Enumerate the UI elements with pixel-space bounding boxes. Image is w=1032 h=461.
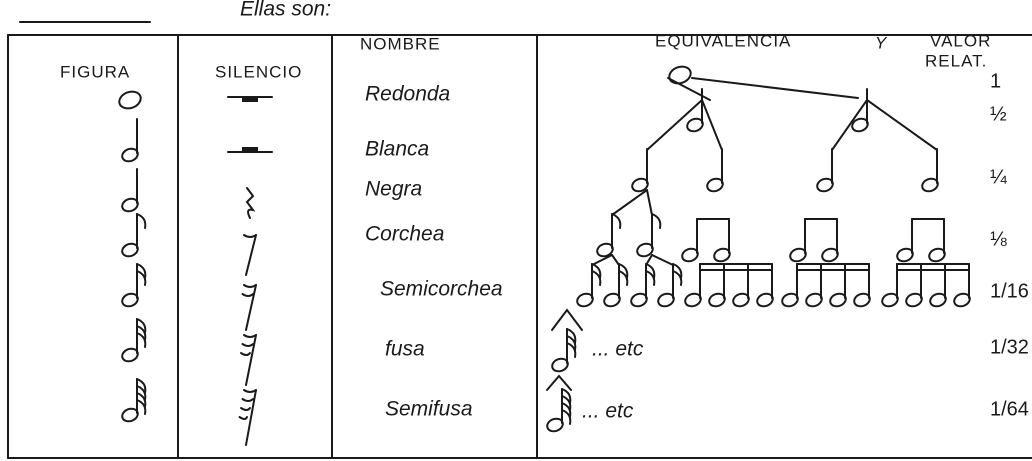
note-name: Semicorchea <box>380 278 503 301</box>
col-header: VALOR <box>930 31 991 50</box>
rest <box>243 284 257 288</box>
tree-line <box>646 99 703 151</box>
flag <box>591 270 602 286</box>
flag <box>561 402 572 418</box>
rest <box>243 389 257 393</box>
flag <box>672 263 683 279</box>
rest <box>241 293 254 297</box>
table-frame <box>7 21 1032 459</box>
rest <box>241 343 254 347</box>
etc: ... etc <box>592 338 644 361</box>
flag <box>645 263 656 279</box>
rest <box>242 147 258 152</box>
music-notation <box>118 65 971 446</box>
flag <box>136 270 147 286</box>
tree-line <box>646 189 653 216</box>
rest <box>240 352 251 356</box>
rest <box>243 334 257 338</box>
relative-value: ½ <box>990 103 1007 125</box>
flag <box>618 263 629 279</box>
relative-value: 1/16 <box>990 280 1029 302</box>
relative-value: ¼ <box>990 166 1007 188</box>
note-name: fusa <box>385 338 425 361</box>
flag <box>561 388 572 404</box>
rest <box>240 407 251 411</box>
flag <box>136 385 147 401</box>
rest <box>245 334 257 386</box>
rest <box>242 97 258 102</box>
bracket <box>551 308 583 331</box>
rest <box>245 284 257 331</box>
rest <box>243 234 257 238</box>
flag <box>136 332 147 348</box>
etc: ... etc <box>582 400 634 423</box>
tree-line <box>691 77 859 99</box>
col-header: Y <box>875 33 888 52</box>
flag <box>566 335 577 351</box>
tree-line <box>831 99 868 151</box>
note-name: Blanca <box>365 138 429 161</box>
col-header: RELAT. <box>925 51 987 70</box>
flag <box>618 270 629 286</box>
col-header: SILENCIO <box>215 62 302 81</box>
rest <box>245 187 256 219</box>
rest <box>238 416 248 420</box>
flag <box>651 213 662 229</box>
flag <box>672 270 683 286</box>
relative-value: 1 <box>990 70 1001 92</box>
flag <box>645 270 656 286</box>
flag <box>566 342 577 358</box>
flag <box>136 213 147 229</box>
note-name: Redonda <box>365 83 450 106</box>
flag <box>136 325 147 341</box>
rest <box>245 234 257 276</box>
flag <box>561 409 572 425</box>
tree-line <box>645 254 653 266</box>
flag <box>136 263 147 279</box>
rest <box>241 398 254 402</box>
col-header: NOMBRE <box>360 34 441 53</box>
flag <box>136 318 147 334</box>
tree-line <box>866 99 938 151</box>
note-name: Corchea <box>365 223 444 246</box>
flag <box>136 392 147 408</box>
tree-line <box>667 77 711 101</box>
flag <box>611 213 622 229</box>
tree-line <box>591 254 613 266</box>
col-header: EQUIVALENCIA <box>655 31 791 50</box>
relative-value: 1/64 <box>990 398 1029 420</box>
note-name: Negra <box>365 178 422 201</box>
tree-line <box>651 254 674 266</box>
tree-line <box>611 189 648 216</box>
col-header: FIGURA <box>60 62 130 81</box>
tree-line <box>701 99 723 151</box>
relative-value: ⅛ <box>990 228 1007 250</box>
flag <box>136 399 147 415</box>
note-head <box>118 90 142 110</box>
bracket <box>546 374 572 391</box>
note-head <box>668 65 692 85</box>
flag <box>561 395 572 411</box>
flag <box>566 328 577 344</box>
note-name: Semifusa <box>385 398 473 421</box>
header-title: Ellas son: <box>240 0 331 21</box>
rest <box>245 389 257 446</box>
relative-value: 1/32 <box>990 336 1029 358</box>
flag <box>136 378 147 394</box>
tree-line <box>611 254 620 266</box>
